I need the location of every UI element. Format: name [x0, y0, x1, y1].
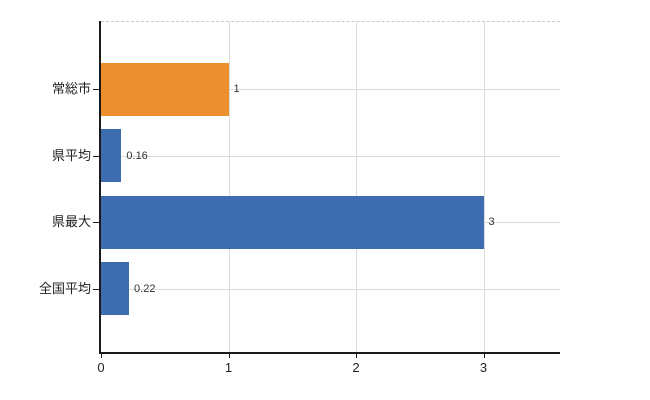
gridline-horizontal	[101, 288, 560, 290]
y-axis-tick	[93, 288, 101, 290]
y-axis-tick	[93, 89, 101, 90]
bar[interactable]	[101, 129, 122, 182]
gridline-vertical	[356, 22, 357, 352]
x-axis-tick	[228, 354, 230, 358]
y-axis-line	[99, 21, 101, 352]
x-axis-line	[99, 352, 560, 354]
x-tick-label: 3	[479, 360, 488, 375]
category-label: 常総市	[51, 81, 91, 96]
category-label: 県最大	[51, 214, 91, 229]
gridline-vertical	[228, 22, 230, 352]
category-label: 県平均	[51, 147, 91, 163]
bar-value-label: 1	[233, 83, 240, 95]
gridline-horizontal	[101, 155, 560, 157]
y-axis-tick	[93, 155, 101, 157]
bar[interactable]	[101, 262, 130, 315]
x-tick-label: 1	[224, 360, 233, 375]
x-tick-label: 2	[352, 360, 360, 375]
category-label: 全国平均	[38, 280, 91, 296]
bar-value-label: 0.22	[134, 282, 156, 295]
x-tick-label: 0	[97, 360, 105, 375]
x-axis-tick	[101, 354, 102, 358]
y-axis-tick	[93, 222, 101, 223]
x-axis-tick	[483, 354, 485, 358]
plot-top-border	[101, 21, 560, 22]
gridline-horizontal	[101, 89, 560, 90]
bar-value-label: 3	[488, 216, 495, 228]
x-axis-tick	[356, 354, 357, 358]
bar[interactable]	[101, 62, 229, 116]
gridline-vertical	[483, 22, 485, 352]
bar[interactable]	[101, 195, 484, 249]
bar-value-label: 0.16	[126, 149, 148, 162]
